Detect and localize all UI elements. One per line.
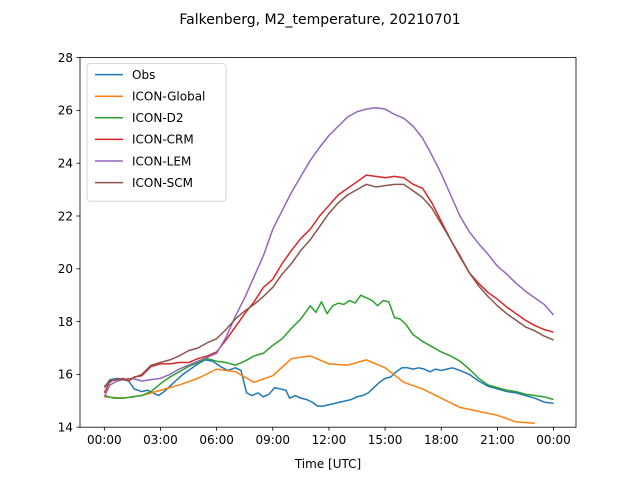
series-line-0 xyxy=(103,359,554,407)
legend-label-3: ICON-CRM xyxy=(132,133,194,147)
series-line-2 xyxy=(104,294,554,401)
x-tick-label: 09:00 xyxy=(255,433,290,447)
legend-label-0: Obs xyxy=(132,68,155,82)
legend-label-2: ICON-D2 xyxy=(132,111,184,125)
plot-area xyxy=(103,107,555,424)
y-tick-label: 18 xyxy=(58,315,73,329)
x-tick-label: 18:00 xyxy=(424,433,459,447)
chart-title: Falkenberg, M2_temperature, 20210701 xyxy=(179,12,460,28)
legend-label-1: ICON-Global xyxy=(132,90,205,104)
axis-ticks: 00:00 03:00 06:00 09:00 12:00 15:00 18:00 21:00… xyxy=(58,51,571,447)
legend-box xyxy=(86,63,227,202)
legend-label-4: ICON-LEM xyxy=(132,154,191,168)
series-line-5 xyxy=(103,183,554,387)
y-tick-label: 26 xyxy=(58,104,73,118)
x-tick-label: 12:00 xyxy=(312,433,347,447)
y-tick-label: 24 xyxy=(58,157,73,171)
series-line-4 xyxy=(103,107,555,398)
legend-label-5: ICON-SCM xyxy=(132,176,193,190)
x-tick-label: 00:00 xyxy=(87,433,122,447)
x-tick-label: 15:00 xyxy=(368,433,403,447)
x-axis-label: Time [UTC] xyxy=(294,457,361,471)
x-tick-label: 06:00 xyxy=(199,433,234,447)
y-tick-label: 28 xyxy=(58,51,73,65)
plot-frame xyxy=(79,57,577,428)
series-line-3 xyxy=(103,174,554,394)
y-tick-label: 16 xyxy=(58,368,73,382)
x-tick-label: 21:00 xyxy=(480,433,515,447)
y-tick-label: 20 xyxy=(58,262,73,276)
x-tick-label: 03:00 xyxy=(143,433,178,447)
series-line-1 xyxy=(104,355,535,424)
y-tick-label: 22 xyxy=(58,209,73,223)
y-tick-label: 14 xyxy=(58,421,73,435)
legend: Obs ICON-Global ICON-D2 ICON-CRM ICON-LEM ICO… xyxy=(86,63,227,202)
x-tick-label: 00:00 xyxy=(536,433,571,447)
